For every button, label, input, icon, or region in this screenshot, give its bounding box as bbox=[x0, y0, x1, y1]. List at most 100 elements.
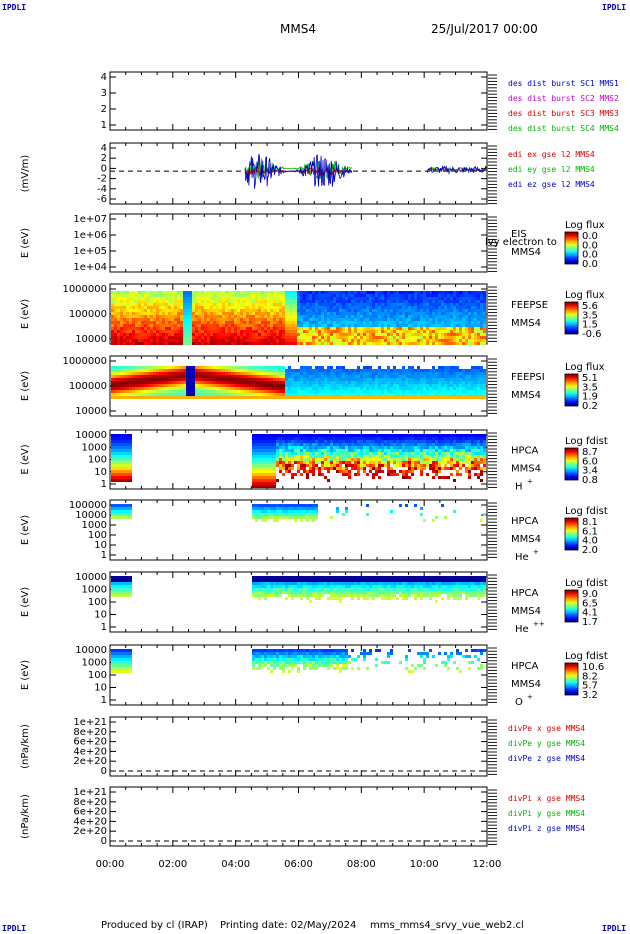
spectrogram-cell bbox=[354, 467, 357, 470]
spectrogram-cell bbox=[117, 446, 120, 449]
spectrogram-cell bbox=[276, 324, 279, 327]
spectrogram-cell bbox=[369, 291, 372, 294]
spectrogram-cell bbox=[375, 446, 378, 449]
spectrogram-cell bbox=[351, 294, 354, 297]
spectrogram-cell bbox=[423, 306, 426, 309]
spectrogram-cell bbox=[222, 330, 225, 333]
spectrogram-cell bbox=[213, 366, 216, 369]
spectrogram-cell bbox=[471, 327, 474, 330]
spectrogram-cell bbox=[372, 303, 375, 306]
spectrogram-cell bbox=[126, 473, 129, 476]
spectrogram-cell bbox=[441, 381, 444, 384]
spectrogram-cell bbox=[210, 315, 213, 318]
spectrogram-cell bbox=[234, 306, 237, 309]
spectrogram-cell bbox=[333, 434, 336, 437]
spectrogram-cell bbox=[240, 339, 243, 342]
spectrogram-cell bbox=[288, 309, 291, 312]
spectrogram-cell bbox=[321, 467, 324, 470]
spectrogram-cell bbox=[345, 369, 348, 372]
spectrogram-cell bbox=[474, 342, 477, 345]
spectrogram-cell bbox=[192, 384, 195, 387]
spectrogram-cell bbox=[267, 461, 270, 464]
spectrogram-cell bbox=[162, 375, 165, 378]
spectrogram-cell bbox=[261, 482, 264, 485]
spectrogram-cell bbox=[183, 327, 186, 330]
spectrogram-cell bbox=[321, 384, 324, 387]
spectrogram-cell bbox=[231, 378, 234, 381]
colorbar-tick-label: 0.0 bbox=[582, 231, 598, 242]
spectrogram-cell bbox=[315, 312, 318, 315]
spectrogram-cell bbox=[447, 300, 450, 303]
spectrogram-cell bbox=[138, 291, 141, 294]
spectrogram-cell bbox=[471, 378, 474, 381]
spectrogram-cell bbox=[276, 479, 279, 482]
spectrogram-cell bbox=[426, 318, 429, 321]
spectrogram-cell bbox=[420, 378, 423, 381]
spectrogram-cell bbox=[231, 303, 234, 306]
spectrogram-cell bbox=[123, 369, 126, 372]
spectrogram-cell bbox=[381, 372, 384, 375]
spectrogram-cell bbox=[123, 318, 126, 321]
spectrogram-cell bbox=[327, 434, 330, 437]
spectrogram-cell bbox=[318, 309, 321, 312]
spectrogram-cell bbox=[396, 297, 399, 300]
spectrogram-cell bbox=[405, 449, 408, 452]
spectrogram-cell bbox=[234, 369, 237, 372]
spectrogram-cell bbox=[174, 318, 177, 321]
spectrogram-cell bbox=[399, 396, 402, 399]
spectrogram-cell bbox=[177, 390, 180, 393]
spectrogram-cell bbox=[264, 455, 267, 458]
spectrogram-cell bbox=[330, 318, 333, 321]
spectrogram-cell bbox=[306, 342, 309, 345]
spectrogram-cell bbox=[411, 384, 414, 387]
spectrogram-cell bbox=[111, 455, 114, 458]
spectrogram-cell bbox=[402, 461, 405, 464]
spectrogram-cell bbox=[432, 381, 435, 384]
spectrogram-cell bbox=[282, 318, 285, 321]
spectrogram-cell bbox=[429, 384, 432, 387]
spectrogram-cell bbox=[111, 446, 114, 449]
spectrogram-cell bbox=[330, 339, 333, 342]
spectrogram-cell bbox=[375, 291, 378, 294]
spectrogram-cell bbox=[168, 390, 171, 393]
spectrogram-cell bbox=[357, 458, 360, 461]
spectrogram-cell bbox=[414, 434, 417, 437]
spectrogram-cell bbox=[378, 452, 381, 455]
spectrogram-cell bbox=[294, 303, 297, 306]
spectrogram-cell bbox=[111, 327, 114, 330]
spectrogram-cell bbox=[417, 372, 420, 375]
spectrogram-cell bbox=[309, 309, 312, 312]
spectrogram-cell bbox=[357, 375, 360, 378]
spectrogram-cell bbox=[150, 342, 153, 345]
spectrogram-cell bbox=[261, 312, 264, 315]
spectrogram-cell bbox=[126, 366, 129, 369]
spectrogram-cell bbox=[306, 434, 309, 437]
spectrogram-cell bbox=[162, 330, 165, 333]
spectrogram-cell bbox=[123, 381, 126, 384]
spectrogram-cell bbox=[336, 309, 339, 312]
spectrogram-cell bbox=[186, 369, 189, 372]
spectrogram-cell bbox=[471, 369, 474, 372]
spectrogram-cell bbox=[399, 443, 402, 446]
spectrogram-cell bbox=[276, 440, 279, 443]
spectrogram-cell bbox=[114, 446, 117, 449]
spectrogram-cell bbox=[333, 387, 336, 390]
spectrogram-cell bbox=[411, 318, 414, 321]
spectrogram-cell bbox=[315, 318, 318, 321]
spectrogram-cell bbox=[294, 390, 297, 393]
spectrogram-cell bbox=[297, 381, 300, 384]
spectrogram-cell bbox=[327, 312, 330, 315]
spectrogram-cell bbox=[255, 321, 258, 324]
spectrogram-cell bbox=[321, 300, 324, 303]
spectrogram-cell bbox=[396, 378, 399, 381]
spectrogram-cell bbox=[357, 297, 360, 300]
spectrogram-cell bbox=[324, 464, 327, 467]
spectrogram-cell bbox=[189, 309, 192, 312]
spectrogram-cell bbox=[453, 300, 456, 303]
spectrogram-cell bbox=[111, 473, 114, 476]
spectrogram-cell bbox=[381, 378, 384, 381]
spectrogram-cell bbox=[315, 342, 318, 345]
spectrogram-cell bbox=[153, 381, 156, 384]
spectrogram-cell bbox=[354, 324, 357, 327]
